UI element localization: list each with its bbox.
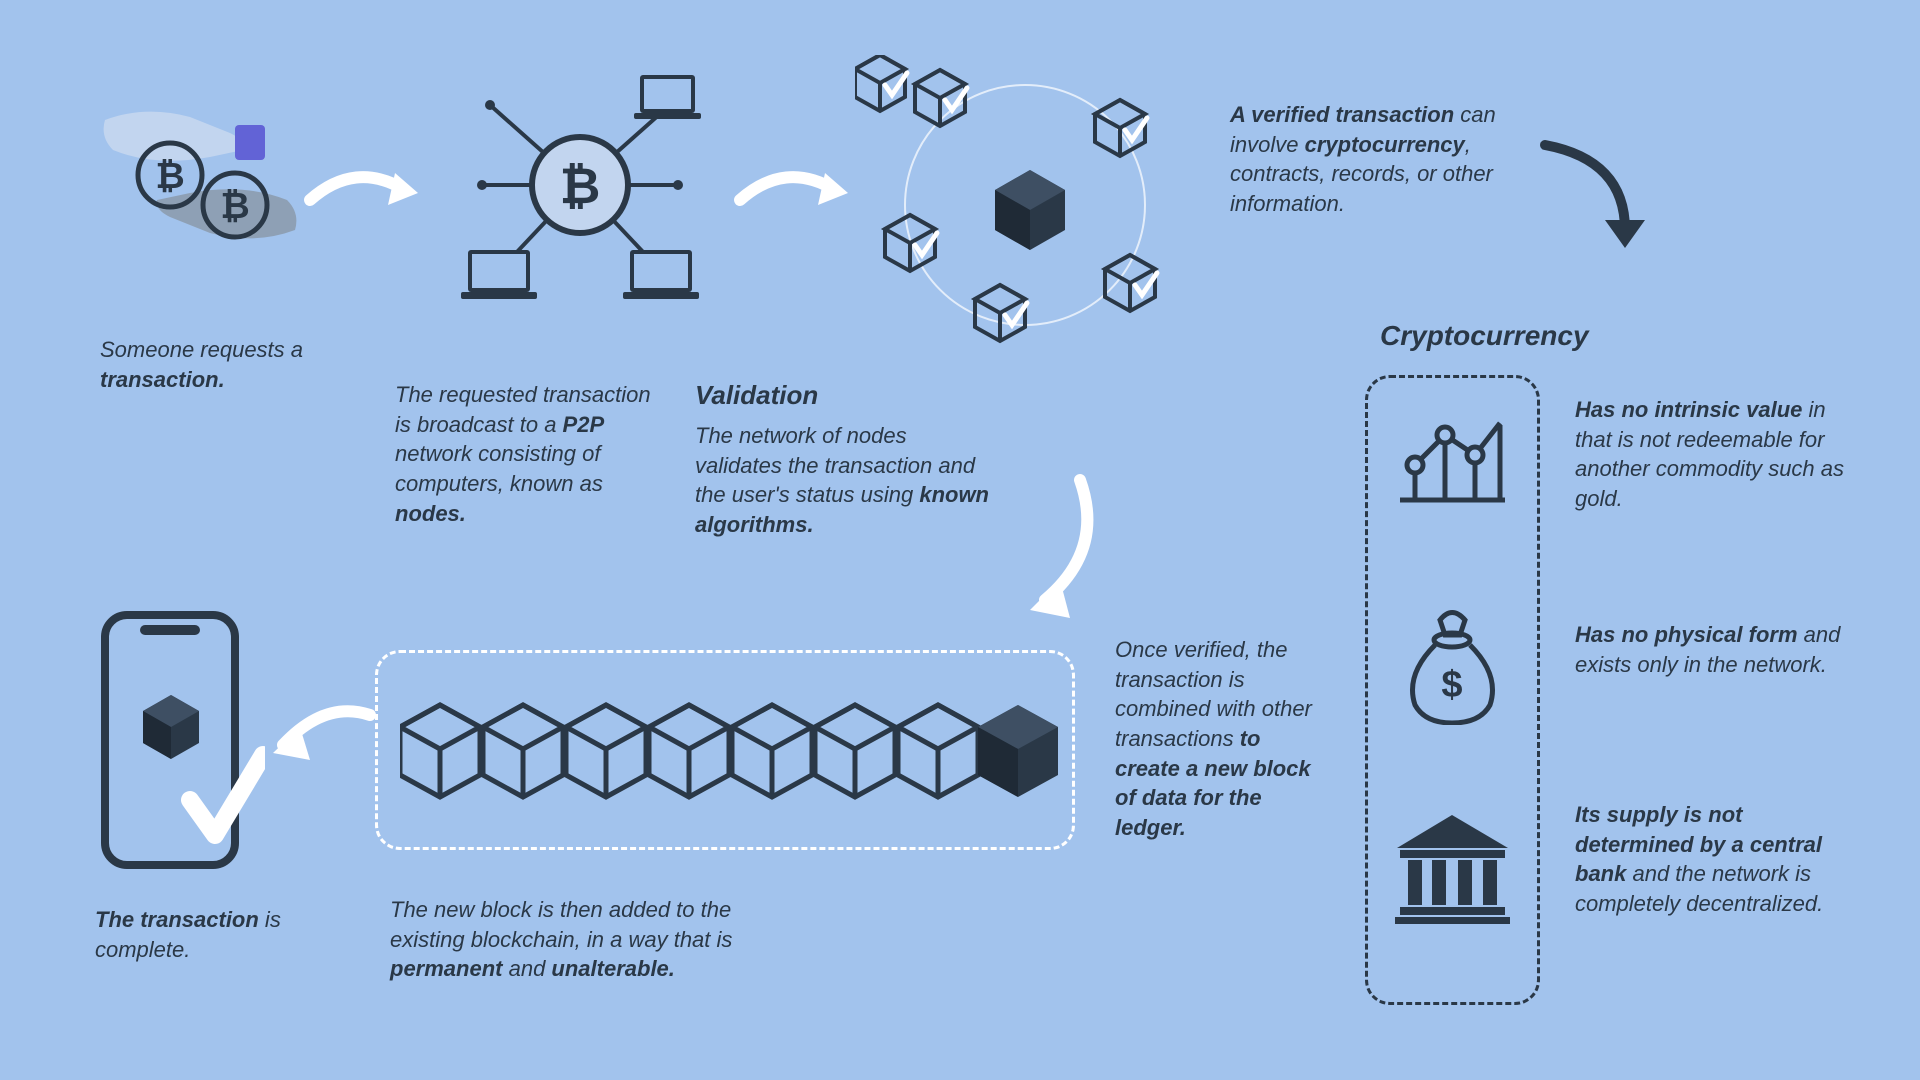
p2p-icon: ₿ — [430, 55, 730, 320]
chart-icon — [1395, 415, 1510, 515]
step3-block: Validation The network of nodes validate… — [695, 380, 995, 540]
arrow-1 — [300, 155, 430, 235]
step6-text: The new block is then added to the exist… — [390, 895, 810, 984]
crypto-text-2: Has no physical form and exists only in … — [1575, 620, 1855, 679]
svg-text:₿: ₿ — [155, 155, 184, 196]
bank-icon — [1390, 810, 1515, 930]
svg-text:$: $ — [1441, 664, 1462, 706]
arrow-crypto — [1530, 130, 1660, 260]
step1-text: Someone requests a transaction. — [100, 335, 330, 394]
svg-text:₿: ₿ — [560, 158, 601, 214]
svg-text:₿: ₿ — [220, 185, 249, 226]
step7-text: The transaction is complete. — [95, 905, 315, 964]
crypto-title: Cryptocurrency — [1380, 320, 1589, 352]
step3-title: Validation — [695, 380, 995, 411]
arrow-phone — [265, 695, 385, 785]
hands-icon: ₿ ₿ — [95, 75, 305, 280]
blockchain-icon — [400, 680, 1060, 825]
validation-icon — [855, 55, 1195, 360]
crypto-text-1: Has no intrinsic value in that is not re… — [1575, 395, 1855, 514]
arrow-2 — [730, 155, 860, 235]
step4-text: A verified transaction can involve crypt… — [1230, 100, 1510, 219]
arrow-down — [1005, 470, 1115, 630]
moneybag-icon: $ — [1400, 605, 1505, 730]
crypto-text-3: Its supply is not determined by a centra… — [1575, 800, 1855, 919]
step2-text: The requested transaction is broadcast t… — [395, 380, 665, 528]
step3-text: The network of nodes validates the trans… — [695, 421, 995, 540]
step5-text: Once verified, the transaction is combin… — [1115, 635, 1315, 843]
phone-icon — [95, 610, 265, 895]
